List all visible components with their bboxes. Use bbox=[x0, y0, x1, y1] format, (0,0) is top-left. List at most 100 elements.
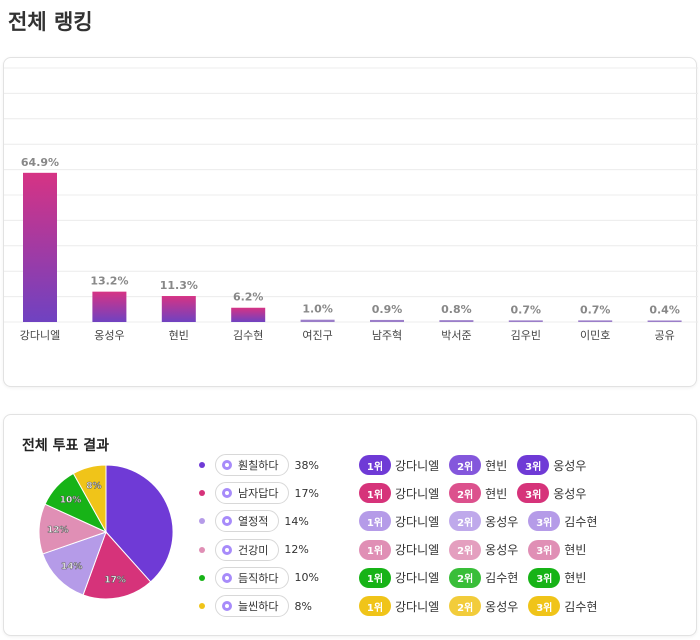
ranking-row: 1위 강다니엘 2위 옹성우 3위 김수현 bbox=[359, 510, 607, 532]
rank-name: 김수현 bbox=[564, 599, 598, 614]
legend-percent: 38% bbox=[294, 458, 319, 472]
rank-badge: 3위 bbox=[517, 483, 550, 504]
rank-name: 강다니엘 bbox=[395, 543, 440, 558]
ranking-row: 1위 강다니엘 2위 옹성우 3위 김수현 bbox=[359, 595, 607, 617]
rank-badge: 2위 bbox=[449, 567, 482, 588]
legend-row[interactable]: 건강미 12% bbox=[199, 538, 309, 562]
pie-slice-label: 12% bbox=[47, 526, 69, 536]
bar-9 bbox=[647, 320, 682, 322]
legend-percent: 8% bbox=[294, 599, 312, 613]
legend-dot-icon bbox=[199, 603, 205, 609]
rank-item[interactable]: 3위 옹성우 bbox=[517, 483, 587, 504]
rank-name: 강다니엘 bbox=[395, 571, 440, 586]
rank-item[interactable]: 1위 강다니엘 bbox=[359, 455, 439, 475]
rank-badge: 1위 bbox=[359, 567, 391, 588]
bar-value-label: 64.9% bbox=[21, 156, 59, 169]
rank-badge: 1위 bbox=[359, 539, 391, 560]
rank-item[interactable]: 1위 강다니엘 bbox=[359, 596, 439, 616]
legend-percent: 17% bbox=[294, 486, 319, 500]
rank-item[interactable]: 2위 현빈 bbox=[449, 483, 508, 504]
bar-category-label: 강다니엘 bbox=[20, 329, 60, 342]
bar-category-label: 공유 bbox=[654, 329, 674, 342]
legend-tag-button[interactable]: 늘씬하다 bbox=[215, 595, 290, 617]
legend-tag-button[interactable]: 남자답다 bbox=[215, 482, 290, 505]
rank-badge: 2위 bbox=[449, 596, 482, 616]
bar-value-label: 6.2% bbox=[233, 291, 264, 304]
legend-tag-button[interactable]: 건강미 bbox=[215, 538, 280, 561]
bar-value-label: 13.2% bbox=[90, 275, 128, 288]
bar-0 bbox=[23, 172, 57, 322]
bar-6 bbox=[439, 320, 474, 322]
bar-7 bbox=[508, 320, 543, 322]
rank-name: 현빈 bbox=[564, 543, 587, 558]
legend-tag-button[interactable]: 훤칠하다 bbox=[215, 454, 290, 476]
rank-name: 옹성우 bbox=[485, 514, 519, 529]
vote-result-title: 전체 투표 결과 bbox=[22, 438, 110, 454]
bar-value-label: 0.7% bbox=[511, 303, 542, 316]
rank-name: 강다니엘 bbox=[395, 514, 440, 529]
legend-label: 열정적 bbox=[238, 515, 269, 529]
target-icon bbox=[222, 460, 232, 470]
rank-badge: 2위 bbox=[449, 455, 482, 475]
rank-item[interactable]: 2위 현빈 bbox=[449, 455, 507, 475]
rank-item[interactable]: 1위 강다니엘 bbox=[359, 483, 439, 504]
rank-name: 김수현 bbox=[564, 514, 598, 529]
rank-item[interactable]: 1위 강다니엘 bbox=[359, 511, 440, 532]
rank-name: 옹성우 bbox=[485, 599, 519, 614]
rank-badge: 2위 bbox=[449, 539, 482, 560]
rank-item[interactable]: 3위 옹성우 bbox=[517, 455, 586, 475]
legend-row[interactable]: 듬직하다 10% bbox=[199, 566, 319, 590]
rank-item[interactable]: 1위 강다니엘 bbox=[359, 539, 440, 560]
legend-dot-icon bbox=[199, 546, 205, 553]
rank-name: 옹성우 bbox=[553, 458, 587, 473]
bar-3 bbox=[231, 307, 266, 322]
bar-category-label: 여진구 bbox=[302, 329, 332, 342]
bar-value-label: 0.7% bbox=[580, 303, 611, 316]
rank-item[interactable]: 3위 김수현 bbox=[528, 511, 598, 532]
rank-item[interactable]: 3위 현빈 bbox=[528, 567, 586, 588]
rank-badge: 3위 bbox=[528, 567, 561, 588]
target-icon bbox=[222, 572, 232, 583]
rank-badge: 3위 bbox=[528, 596, 561, 616]
rank-item[interactable]: 2위 김수현 bbox=[449, 567, 519, 588]
legend-percent: 10% bbox=[294, 571, 319, 585]
bar-5 bbox=[370, 319, 404, 322]
rank-item[interactable]: 1위 강다니엘 bbox=[359, 567, 440, 588]
rank-item[interactable]: 2위 옹성우 bbox=[449, 539, 519, 560]
target-icon bbox=[222, 544, 232, 555]
ranking-row: 1위 강다니엘 2위 현빈 3위 옹성우 bbox=[359, 454, 596, 476]
rank-name: 김수현 bbox=[485, 571, 519, 586]
pie-slice-0 bbox=[105, 464, 174, 583]
page-title: 전체 랭킹 bbox=[8, 10, 93, 34]
legend-row[interactable]: 늘씬하다 8% bbox=[199, 594, 312, 618]
legend-label: 듬직하다 bbox=[238, 571, 279, 585]
pie-slice-2 bbox=[42, 531, 107, 596]
rank-item[interactable]: 3위 현빈 bbox=[528, 539, 587, 560]
legend-percent: 12% bbox=[284, 543, 309, 557]
legend-tag-button[interactable]: 듬직하다 bbox=[215, 566, 290, 589]
bar-2 bbox=[161, 296, 196, 322]
rank-item[interactable]: 2위 옹성우 bbox=[449, 511, 519, 532]
bar-1 bbox=[92, 291, 127, 322]
legend-row[interactable]: 남자답다 17% bbox=[199, 481, 319, 505]
rank-item[interactable]: 2위 옹성우 bbox=[449, 596, 518, 616]
bar-marks: 64.9% 강다니엘 13.2% 옹성우 11.3% 현빈 6.2% 김수현 1.0% 여진구 0.… bbox=[20, 156, 682, 342]
legend-row[interactable]: 열정적 14% bbox=[199, 509, 309, 533]
rank-badge: 1위 bbox=[359, 455, 391, 475]
rank-name: 옹성우 bbox=[553, 486, 587, 501]
rank-badge: 3위 bbox=[517, 455, 550, 475]
legend-label: 남자답다 bbox=[238, 487, 279, 501]
pie-slice-label: 14% bbox=[61, 562, 83, 572]
rank-name: 옹성우 bbox=[485, 543, 519, 558]
rank-name: 현빈 bbox=[485, 486, 508, 501]
rank-item[interactable]: 3위 김수현 bbox=[528, 596, 597, 616]
legend-tag-button[interactable]: 열정적 bbox=[215, 510, 280, 533]
bar-category-label: 김수현 bbox=[233, 329, 263, 342]
bar-value-label: 1.0% bbox=[302, 303, 333, 316]
legend-row[interactable]: 훤칠하다 38% bbox=[199, 453, 319, 477]
bar-value-label: 0.8% bbox=[441, 303, 472, 316]
bar-4 bbox=[300, 319, 335, 322]
ranking-row: 1위 강다니엘 2위 옹성우 3위 현빈 bbox=[359, 539, 596, 561]
bar-value-label: 11.3% bbox=[160, 279, 198, 292]
rank-badge: 2위 bbox=[449, 483, 482, 504]
